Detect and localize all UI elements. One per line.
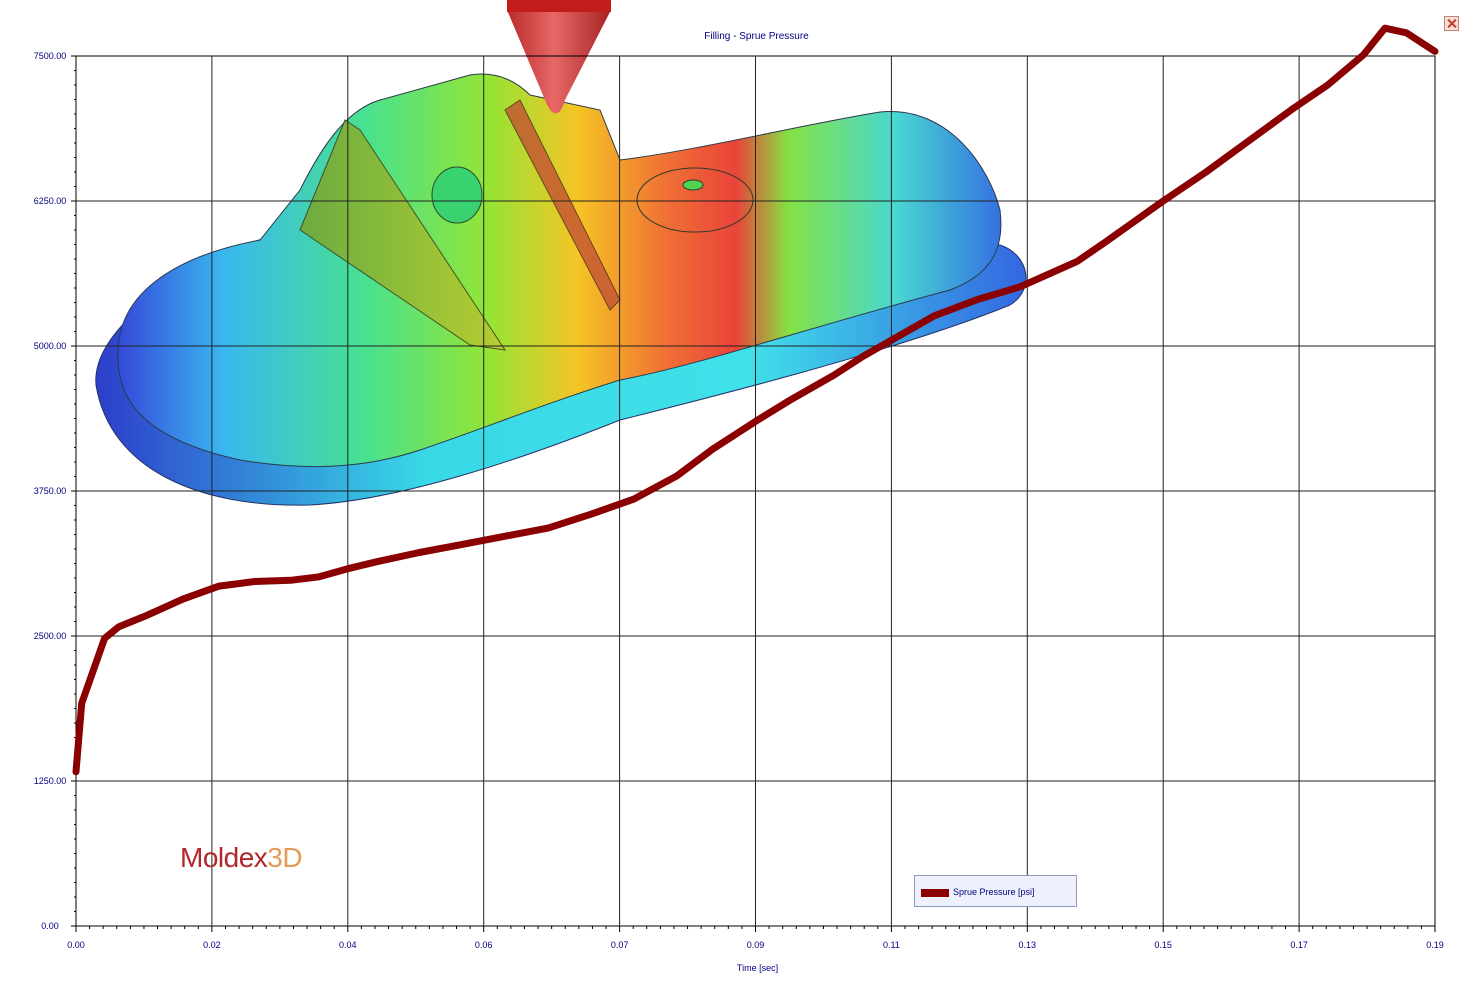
x-tick-label: 0.06: [475, 940, 493, 950]
x-tick-label: 0.02: [203, 940, 221, 950]
x-tick-label: 0.00: [67, 940, 85, 950]
y-tick-label: 2500.00: [34, 631, 67, 641]
x-tick-label: 0.09: [747, 940, 765, 950]
y-tick-label: 6250.00: [34, 196, 67, 206]
moldex3d-logo: Moldex3D: [180, 842, 303, 874]
legend-swatch: [921, 889, 949, 897]
x-tick-label: 0.07: [611, 940, 629, 950]
x-tick-label: 0.11: [883, 940, 900, 950]
x-tick-label: 0.17: [1290, 940, 1308, 950]
series-line-sprue-pressure: [72, 24, 1439, 776]
x-tick-label: 0.13: [1019, 940, 1037, 950]
x-tick-label: 0.19: [1426, 940, 1444, 950]
molded-part-illustration: [95, 0, 1027, 506]
x-tick-label: 0.15: [1154, 940, 1172, 950]
y-tick-label: 0.00: [41, 921, 59, 931]
legend-label: Sprue Pressure [psi]: [953, 887, 1035, 897]
y-tick-label: 5000.00: [34, 341, 67, 351]
chart-legend: Sprue Pressure [psi]: [914, 875, 1077, 907]
y-tick-label: 1250.00: [34, 776, 67, 786]
logo-text-moldex: Moldex: [180, 842, 268, 873]
x-tick-label: 0.04: [339, 940, 357, 950]
logo-text-3d: 3D: [267, 842, 303, 873]
y-tick-label: 7500.00: [34, 51, 67, 61]
y-tick-label: 3750.00: [34, 486, 67, 496]
chart-title: Filling - Sprue Pressure: [704, 31, 809, 42]
x-axis-label: Time [sec]: [737, 963, 778, 973]
close-icon[interactable]: [1444, 16, 1459, 31]
